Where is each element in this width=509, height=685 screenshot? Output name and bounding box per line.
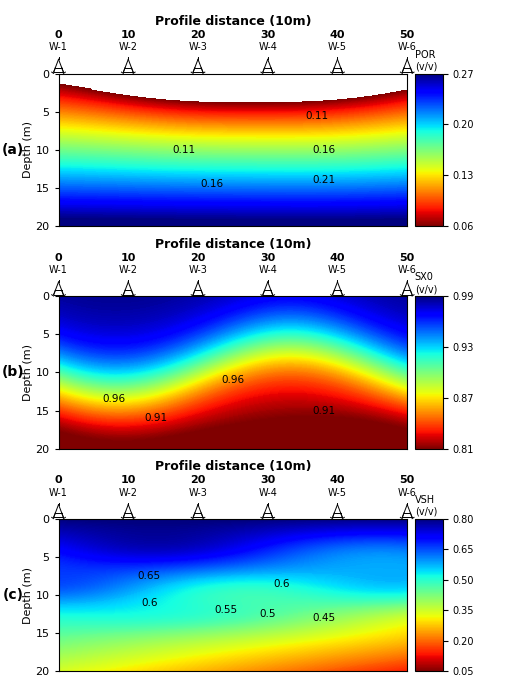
- Text: 50: 50: [400, 253, 415, 263]
- Text: 0.11: 0.11: [173, 145, 195, 155]
- Text: W-6: W-6: [398, 42, 417, 52]
- Text: W-3: W-3: [188, 42, 208, 52]
- Text: 0.65: 0.65: [137, 571, 161, 581]
- Text: 0.21: 0.21: [312, 175, 335, 186]
- Text: (a): (a): [2, 143, 24, 157]
- Text: 0.16: 0.16: [201, 179, 223, 189]
- Text: 0: 0: [55, 253, 62, 263]
- Y-axis label: Depth (m): Depth (m): [22, 121, 33, 178]
- Text: 0.91: 0.91: [312, 406, 335, 416]
- Text: 20: 20: [190, 475, 206, 486]
- Y-axis label: Depth (m): Depth (m): [22, 566, 33, 623]
- Text: W-5: W-5: [328, 488, 347, 497]
- Text: 0.16: 0.16: [312, 145, 335, 155]
- Text: Profile distance (10m): Profile distance (10m): [155, 238, 311, 251]
- Text: 50: 50: [400, 30, 415, 40]
- Text: 0: 0: [55, 475, 62, 486]
- Text: (c): (c): [3, 588, 24, 602]
- Text: 0.6: 0.6: [273, 579, 290, 588]
- Text: SX0
(v/v): SX0 (v/v): [415, 273, 437, 294]
- Text: 0.96: 0.96: [103, 394, 126, 404]
- Text: W-4: W-4: [258, 265, 277, 275]
- Text: W-6: W-6: [398, 265, 417, 275]
- Text: W-6: W-6: [398, 488, 417, 497]
- Text: 0.5: 0.5: [260, 609, 276, 619]
- Text: (b): (b): [2, 366, 24, 379]
- Text: 20: 20: [190, 253, 206, 263]
- Text: 50: 50: [400, 475, 415, 486]
- Text: 0.91: 0.91: [145, 413, 168, 423]
- Text: 40: 40: [330, 253, 345, 263]
- Text: 30: 30: [260, 30, 275, 40]
- Text: W-1: W-1: [49, 265, 68, 275]
- Text: 40: 40: [330, 30, 345, 40]
- Text: POR
(v/v): POR (v/v): [415, 50, 437, 71]
- Text: W-1: W-1: [49, 488, 68, 497]
- Text: W-2: W-2: [119, 265, 138, 275]
- Text: 40: 40: [330, 475, 345, 486]
- Text: 0: 0: [55, 30, 62, 40]
- Text: W-3: W-3: [188, 265, 208, 275]
- Text: 0.45: 0.45: [312, 613, 335, 623]
- Text: Profile distance (10m): Profile distance (10m): [155, 15, 311, 28]
- Text: VSH
(v/v): VSH (v/v): [415, 495, 437, 516]
- Text: 0.6: 0.6: [141, 598, 157, 608]
- Text: 10: 10: [121, 475, 136, 486]
- Text: 0.11: 0.11: [305, 110, 328, 121]
- Text: Profile distance (10m): Profile distance (10m): [155, 460, 311, 473]
- Text: 10: 10: [121, 253, 136, 263]
- Text: 30: 30: [260, 253, 275, 263]
- Text: 0.96: 0.96: [221, 375, 244, 385]
- Text: W-1: W-1: [49, 42, 68, 52]
- Text: 30: 30: [260, 475, 275, 486]
- Text: W-3: W-3: [188, 488, 208, 497]
- Text: 10: 10: [121, 30, 136, 40]
- Text: 20: 20: [190, 30, 206, 40]
- Text: W-5: W-5: [328, 42, 347, 52]
- Text: W-2: W-2: [119, 488, 138, 497]
- Y-axis label: Depth (m): Depth (m): [22, 344, 33, 401]
- Text: W-5: W-5: [328, 265, 347, 275]
- Text: W-2: W-2: [119, 42, 138, 52]
- Text: W-4: W-4: [258, 488, 277, 497]
- Text: W-4: W-4: [258, 42, 277, 52]
- Text: 0.55: 0.55: [214, 606, 238, 615]
